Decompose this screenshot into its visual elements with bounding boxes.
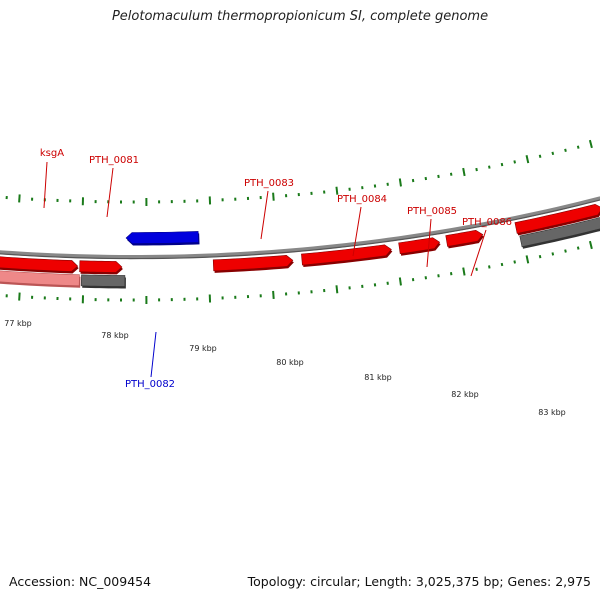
label-leader-line [43,161,48,209]
accession-label: Accession: NC_009454 [9,574,152,589]
forward-gene-arrow [514,203,600,234]
label-leader-line [470,229,487,277]
backbone-line [0,196,600,259]
label-leader-line [426,218,432,268]
outer-tick [335,285,339,294]
reverse-gene-arrow [125,231,199,244]
outer-tick-track [5,240,593,304]
outer-tick [500,262,504,267]
inner-tick-track [5,139,593,206]
inner-tick [462,167,466,177]
gene-label: PTH_0082 [125,379,175,390]
gene-labels: ksgA PTH_0081 PTH_0082 PTH_0083 PTH_0084 PTH_… [40,148,512,390]
forward-gene-arrow [445,229,484,247]
forward-gene-arrow [79,260,123,273]
gene-label: ksgA [40,148,64,159]
outer-tick [576,246,580,250]
genome-title: Pelotomaculum thermopropionicum SI, comp… [111,9,489,24]
forward-gene-arrow [0,256,79,272]
forward-gene-arrow [301,244,392,266]
inner-tick [18,194,21,203]
outer-tick [462,267,466,276]
inner-tick [398,178,402,187]
topology-label: Topology: circular; Length: 3,025,375 bp… [247,574,591,589]
gene-features [0,203,600,289]
genome-backbone [0,196,600,260]
outer-tick [488,265,491,269]
outer-tick [513,260,516,264]
label-leader-lines [43,161,487,378]
inner-tick [500,162,504,167]
label-leader-line [150,331,157,378]
scale-label: 79 kbp [189,344,217,353]
inner-tick [588,139,593,149]
gene-label: PTH_0084 [337,194,387,205]
inner-tick [335,186,339,195]
inner-tick [488,165,491,169]
inner-tick [551,151,555,156]
outer-tick [398,277,402,286]
outer-tick [588,240,593,250]
gene-label: PTH_0081 [89,155,139,166]
label-leader-line [352,206,362,257]
inner-tick [538,154,542,158]
inner-tick [437,174,440,179]
outer-tick [475,267,478,271]
outer-tick [525,255,530,264]
outer-tick [564,249,567,253]
label-leader-line [106,167,114,218]
scale-label: 82 kbp [451,390,479,399]
inner-tick [513,160,516,164]
outer-tick [538,254,542,259]
outer-tick [272,290,275,300]
gene-label: PTH_0083 [244,178,294,189]
inner-tick [272,192,275,201]
scale-label: 80 kbp [276,358,304,367]
forward-gene-arrow [212,255,294,272]
outer-tick [551,252,555,256]
inner-tick [475,167,478,172]
forward-gene-arrow [80,274,126,287]
inner-tick [564,148,567,153]
scale-label: 77 kbp [4,319,32,328]
label-leader-line [260,190,269,240]
backbone-shadow [0,199,600,260]
scale-label: 81 kbp [364,373,392,382]
scale-labels: 77 kbp 78 kbp 79 kbp 80 kbp 81 kbp 82 kbp 83 k… [4,319,566,417]
inner-tick [525,155,530,164]
gene-label: PTH_0086 [462,217,512,228]
forward-gene-arrow [519,217,600,248]
scale-label: 78 kbp [101,331,129,340]
forward-gene-arrow [0,270,80,287]
inner-tick [449,172,453,176]
gene-label: PTH_0085 [407,206,457,217]
inner-tick [576,145,580,149]
scale-label: 83 kbp [538,408,566,417]
